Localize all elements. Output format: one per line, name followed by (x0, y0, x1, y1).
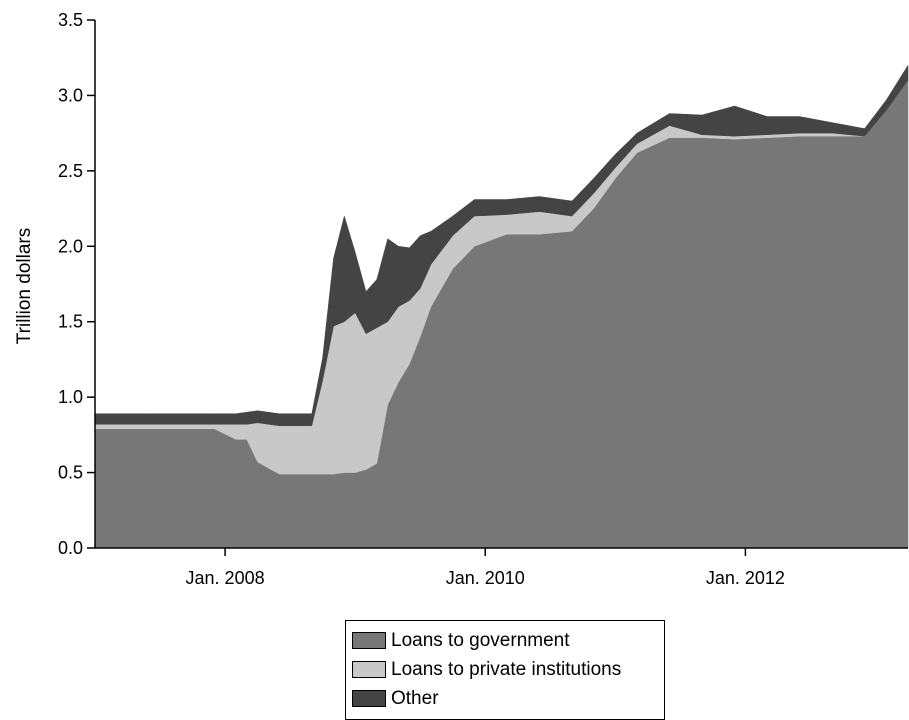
chart-legend: Loans to government Loans to private ins… (345, 620, 665, 720)
y-tick-label-0: 0.0 (58, 538, 83, 558)
legend-swatch-other (352, 690, 386, 707)
area-series-2 (94, 64, 909, 427)
legend-item-government: Loans to government (352, 626, 664, 655)
legend-item-private: Loans to private institutions (352, 655, 664, 684)
chart-axes: 0.0 0.5 1.0 1.5 2.0 2.5 3.0 3.5 Jan. 2008 Jan. 20… (58, 10, 908, 588)
legend-label-other: Other (391, 687, 439, 709)
x-tick-label-0: Jan. 2008 (186, 568, 265, 588)
y-tick-label-2: 1.0 (58, 387, 83, 407)
legend-label-private: Loans to private institutions (391, 658, 622, 680)
x-tick-label-1: Jan. 2010 (446, 568, 525, 588)
y-tick-label-3: 1.5 (58, 312, 83, 332)
legend-swatch-government (352, 632, 386, 649)
area-series-0 (94, 79, 909, 549)
legend-swatch-private (352, 661, 386, 678)
legend-label-government: Loans to government (391, 629, 570, 651)
legend-item-other: Other (352, 684, 664, 713)
x-tick-label-2: Jan. 2012 (706, 568, 785, 588)
y-axis-title: Trillion dollars (14, 228, 35, 345)
y-tick-label-6: 3.0 (58, 85, 83, 105)
y-tick-label-4: 2.0 (58, 236, 83, 256)
chart-areas (94, 64, 909, 549)
y-tick-label-7: 3.5 (58, 10, 83, 30)
y-tick-label-5: 2.5 (58, 161, 83, 181)
chart-svg: 0.0 0.5 1.0 1.5 2.0 2.5 3.0 3.5 Jan. 2008 Jan. 20… (14, 10, 909, 588)
y-tick-label-1: 0.5 (58, 463, 83, 483)
